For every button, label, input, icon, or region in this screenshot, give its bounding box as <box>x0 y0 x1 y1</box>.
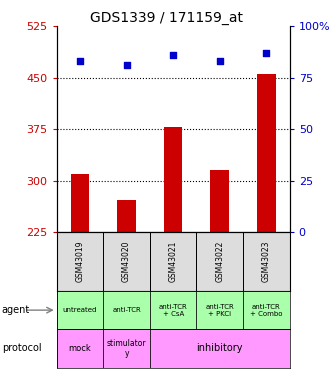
Text: anti-TCR: anti-TCR <box>112 307 141 313</box>
Bar <box>57 232 103 291</box>
Bar <box>164 127 182 232</box>
Text: anti-TCR
+ CsA: anti-TCR + CsA <box>159 304 187 316</box>
Bar <box>117 200 136 232</box>
Bar <box>150 291 196 329</box>
Bar <box>243 232 290 291</box>
Text: GDS1339 / 171159_at: GDS1339 / 171159_at <box>90 11 243 25</box>
Text: GSM43019: GSM43019 <box>75 241 85 282</box>
Bar <box>57 291 103 329</box>
Text: mock: mock <box>69 344 91 353</box>
Text: protocol: protocol <box>2 344 41 353</box>
Point <box>264 50 269 56</box>
Point <box>170 52 176 58</box>
Bar <box>71 174 89 232</box>
Text: inhibitory: inhibitory <box>196 344 243 353</box>
Bar <box>103 291 150 329</box>
Bar <box>103 329 150 368</box>
Text: stimulator
y: stimulator y <box>107 339 146 358</box>
Text: untreated: untreated <box>63 307 97 313</box>
Bar <box>150 232 196 291</box>
Bar <box>57 329 103 368</box>
Text: GSM43020: GSM43020 <box>122 241 131 282</box>
Point <box>124 62 129 68</box>
Bar <box>196 291 243 329</box>
Text: anti-TCR
+ Combo: anti-TCR + Combo <box>250 304 283 316</box>
Text: GSM43023: GSM43023 <box>262 241 271 282</box>
Text: GSM43021: GSM43021 <box>168 241 178 282</box>
Bar <box>243 291 290 329</box>
Bar <box>196 232 243 291</box>
Text: anti-TCR
+ PKCi: anti-TCR + PKCi <box>205 304 234 316</box>
Point <box>77 58 83 64</box>
Point <box>217 58 222 64</box>
Bar <box>257 74 276 232</box>
Bar <box>210 170 229 232</box>
Text: agent: agent <box>2 305 30 315</box>
Bar <box>103 232 150 291</box>
Text: GSM43022: GSM43022 <box>215 241 224 282</box>
Bar <box>150 329 290 368</box>
